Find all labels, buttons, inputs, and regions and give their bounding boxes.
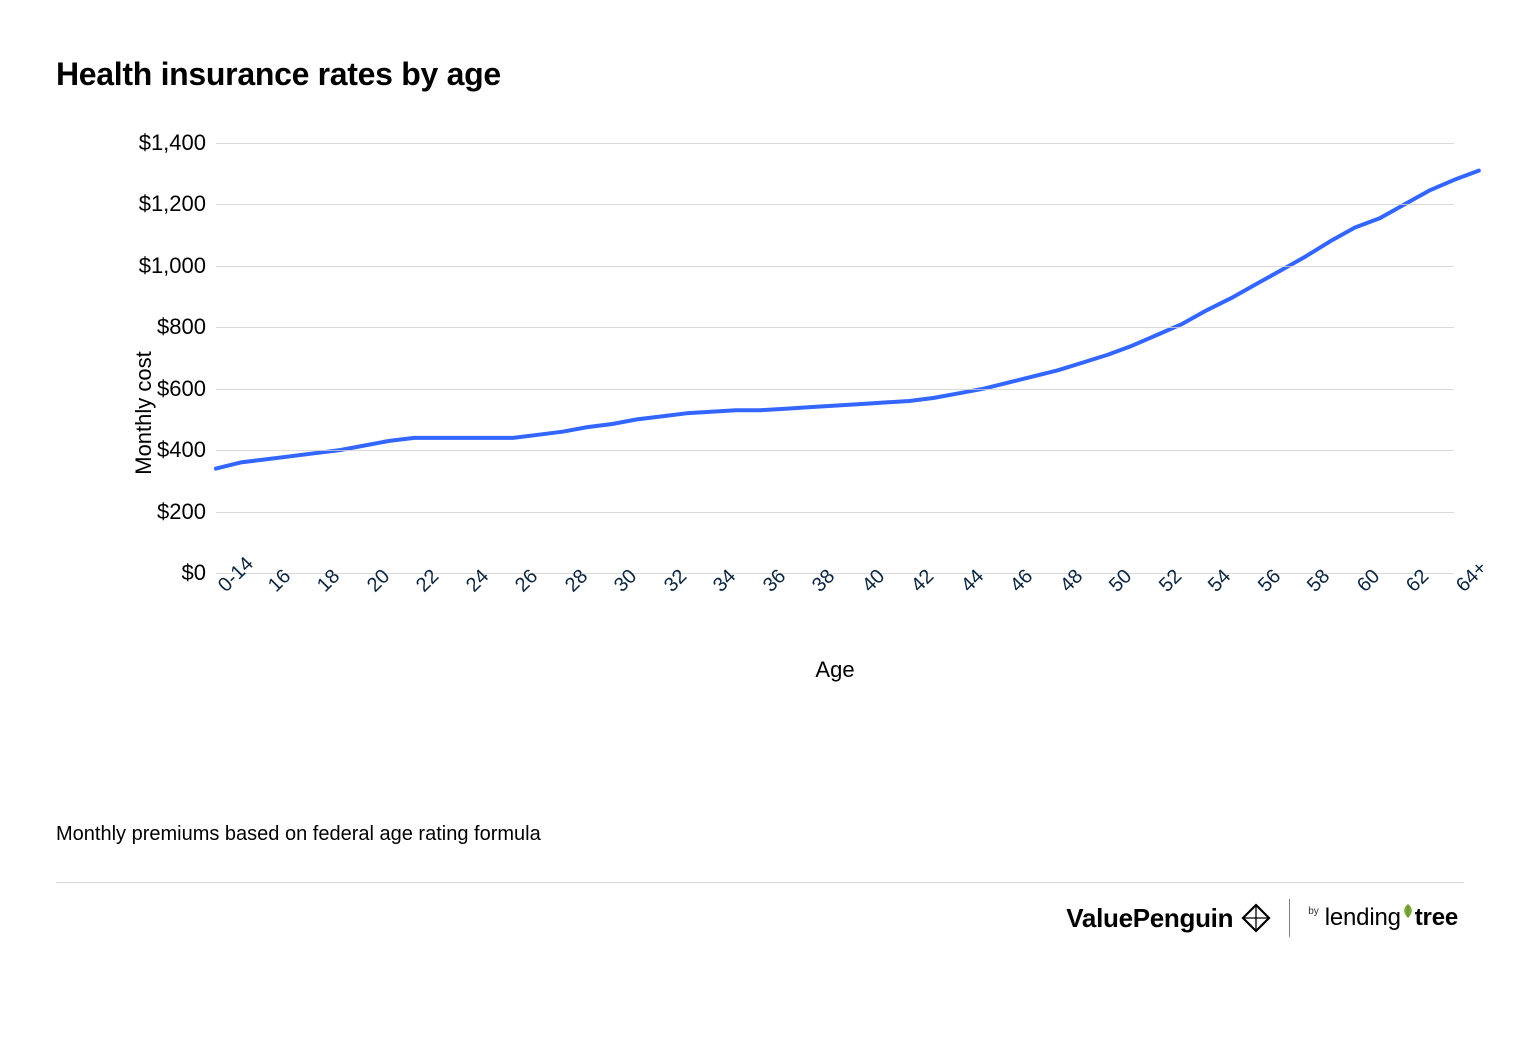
chart-container: Monthly cost Age $0$200$400$600$800$1,00…: [56, 133, 1464, 693]
gridline: [216, 204, 1454, 205]
x-tick-label: 64+: [1452, 557, 1492, 597]
line-chart-svg: [216, 143, 1454, 573]
gridline: [216, 389, 1454, 390]
y-tick-label: $1,400: [139, 130, 216, 156]
lendingtree-by: by: [1308, 906, 1319, 917]
y-tick-label: $400: [157, 437, 216, 463]
gridline: [216, 450, 1454, 451]
gridline: [216, 143, 1454, 144]
lendingtree-bold: tree: [1415, 904, 1458, 931]
y-tick-label: $1,200: [139, 191, 216, 217]
y-tick-label: $0: [182, 560, 216, 586]
y-tick-label: $800: [157, 314, 216, 340]
valuepenguin-icon: [1241, 903, 1271, 933]
x-axis-label: Age: [815, 657, 854, 683]
plot-area: Age $0$200$400$600$800$1,000$1,200$1,400…: [216, 143, 1454, 573]
leaf-icon: [1401, 904, 1415, 920]
lendingtree-light: lending: [1325, 904, 1401, 931]
chart-title: Health insurance rates by age: [56, 56, 1464, 93]
y-tick-label: $200: [157, 499, 216, 525]
gridline: [216, 266, 1454, 267]
data-line: [216, 171, 1479, 469]
footer-brands: ValuePenguin by lending tree: [56, 899, 1464, 937]
valuepenguin-text: ValuePenguin: [1066, 903, 1233, 934]
y-tick-label: $600: [157, 376, 216, 402]
brand-separator: [1289, 899, 1290, 937]
footer-divider: [56, 882, 1464, 883]
lendingtree-text: lending tree: [1325, 904, 1458, 932]
y-axis-label: Monthly cost: [131, 351, 157, 475]
page: Health insurance rates by age Monthly co…: [0, 0, 1520, 1052]
y-tick-label: $1,000: [139, 253, 216, 279]
gridline: [216, 327, 1454, 328]
gridline: [216, 512, 1454, 513]
valuepenguin-logo: ValuePenguin: [1066, 903, 1271, 934]
lendingtree-logo: by lending tree: [1308, 904, 1458, 932]
chart-footnote: Monthly premiums based on federal age ra…: [56, 823, 1464, 846]
